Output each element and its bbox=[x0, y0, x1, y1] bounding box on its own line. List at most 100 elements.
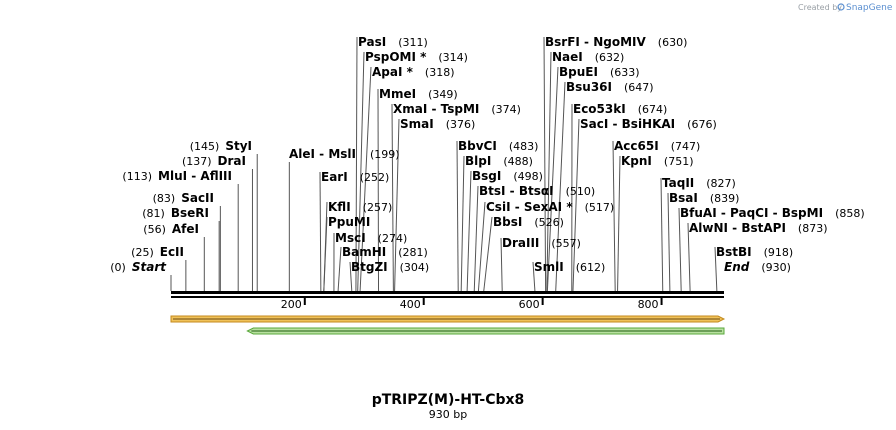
ruler-tick bbox=[541, 298, 544, 305]
site-name: BtsI - BtsαI bbox=[479, 184, 554, 198]
site-position: (314) bbox=[438, 51, 468, 64]
site-position: (647) bbox=[624, 81, 654, 94]
site-position: (557) bbox=[551, 237, 581, 250]
site-label: MmeI (349) bbox=[379, 87, 458, 101]
plasmid-name: pTRIPZ(M)-HT-Cbx8 bbox=[372, 392, 525, 408]
site-label: DraI (137) bbox=[182, 154, 246, 168]
site-label: Start (0) bbox=[110, 260, 167, 274]
site-label: BtsI - BtsαI (510) bbox=[479, 184, 595, 198]
site-position: (612) bbox=[576, 261, 606, 274]
site-position: (483) bbox=[509, 140, 539, 153]
site-position: (674) bbox=[638, 103, 668, 116]
site-name: KflI bbox=[328, 200, 351, 214]
site-label: SacI - BsiHKAI (676) bbox=[580, 117, 717, 131]
site-label: DraIII (557) bbox=[502, 236, 581, 250]
site-label: BseRI (81) bbox=[142, 206, 209, 220]
site-leader bbox=[660, 177, 664, 292]
site-position: (918) bbox=[764, 246, 794, 259]
site-position: (145) bbox=[190, 140, 220, 153]
site-name: DraI bbox=[218, 154, 246, 168]
site-label: EcII (25) bbox=[131, 245, 184, 259]
site-name: PasI bbox=[358, 35, 386, 49]
plasmid-length: 930 bp bbox=[429, 408, 467, 421]
site-name: PpuMI bbox=[328, 215, 370, 229]
site-leader bbox=[500, 237, 503, 292]
site-label: StyI (145) bbox=[190, 139, 252, 153]
site-name: AleI - MslI bbox=[289, 147, 356, 161]
site-leader bbox=[337, 246, 342, 292]
site-name: SacI - BsiHKAI bbox=[580, 117, 675, 131]
site-name: Acc65I bbox=[614, 139, 659, 153]
site-label: BamHI (281) bbox=[342, 245, 428, 259]
ruler-tick bbox=[422, 298, 425, 305]
site-position: (374) bbox=[491, 103, 521, 116]
site-label: Eco53kI (674) bbox=[573, 102, 667, 116]
site-name: AlwNI - BstAPI bbox=[689, 221, 786, 235]
site-label: ApaI * (318) bbox=[372, 65, 455, 79]
site-position: (630) bbox=[658, 36, 688, 49]
site-position: (498) bbox=[513, 170, 543, 183]
site-position: (873) bbox=[798, 222, 828, 235]
site-position: (0) bbox=[110, 261, 126, 274]
backbone-bottom-strand bbox=[171, 296, 724, 298]
site-position: (517) bbox=[585, 201, 615, 214]
site-label: BbvCI (483) bbox=[458, 139, 538, 153]
site-name: StyI bbox=[225, 139, 252, 153]
site-label: BsgI (498) bbox=[472, 169, 543, 183]
site-label: AfeI (56) bbox=[143, 222, 199, 236]
site-leader bbox=[359, 66, 372, 292]
site-name: BsgI bbox=[472, 169, 501, 183]
site-name: BseRI bbox=[171, 206, 209, 220]
site-leader bbox=[477, 201, 486, 292]
site-leader bbox=[667, 192, 671, 292]
site-position: (930) bbox=[761, 261, 791, 274]
site-leader bbox=[714, 246, 718, 292]
site-leader bbox=[473, 185, 479, 292]
site-leader bbox=[460, 155, 465, 292]
site-leader bbox=[678, 207, 682, 292]
site-leader bbox=[319, 171, 322, 292]
site-name: CsiI - SexAI * bbox=[486, 200, 573, 214]
site-position: (56) bbox=[143, 223, 166, 236]
site-label: SacII (83) bbox=[153, 191, 214, 205]
site-leader bbox=[546, 51, 552, 292]
site-leader bbox=[394, 118, 400, 292]
site-leader bbox=[687, 222, 691, 292]
site-name: MmeI bbox=[379, 87, 416, 101]
site-name: DraIII bbox=[502, 236, 539, 250]
site-label: CsiI - SexAI * (517) bbox=[486, 200, 614, 214]
site-position: (827) bbox=[706, 177, 736, 190]
site-leader bbox=[555, 81, 566, 292]
site-label: BbsI (526) bbox=[493, 215, 564, 229]
site-name: BstBI bbox=[716, 245, 752, 259]
site-label: XmaI - TspMI (374) bbox=[393, 102, 521, 116]
site-label: PspOMI * (314) bbox=[365, 50, 468, 64]
site-label: TaqII (827) bbox=[662, 176, 736, 190]
site-position: (488) bbox=[503, 155, 533, 168]
site-name: NaeI bbox=[552, 50, 583, 64]
site-name: SmlI bbox=[534, 260, 564, 274]
site-name: EcII bbox=[160, 245, 184, 259]
site-position: (274) bbox=[378, 232, 408, 245]
ruler-tick bbox=[303, 298, 306, 305]
site-label: BfuAI - PaqCI - BspMI (858) bbox=[680, 206, 865, 220]
site-name: MscI bbox=[335, 231, 366, 245]
site-position: (281) bbox=[398, 246, 428, 259]
site-leader bbox=[483, 216, 493, 292]
site-name: BsrFI - NgoMIV bbox=[545, 35, 646, 49]
site-label: BpuEI (633) bbox=[559, 65, 640, 79]
site-name: BbvCI bbox=[458, 139, 497, 153]
site-position: (510) bbox=[566, 185, 596, 198]
site-label: KflI (257) bbox=[328, 200, 392, 214]
site-label: Bsu36I (647) bbox=[566, 80, 654, 94]
ruler-tick bbox=[660, 298, 663, 305]
site-position: (747) bbox=[671, 140, 701, 153]
site-position: (25) bbox=[131, 246, 154, 259]
site-position: (83) bbox=[153, 192, 176, 205]
site-position: (633) bbox=[610, 66, 640, 79]
site-label: EarI (252) bbox=[321, 170, 389, 184]
site-leader bbox=[543, 36, 547, 292]
ruler-tick-label: 600 bbox=[519, 298, 540, 311]
site-label: BsrFI - NgoMIV (630) bbox=[545, 35, 687, 49]
site-label: BtgZI (304) bbox=[351, 260, 429, 274]
